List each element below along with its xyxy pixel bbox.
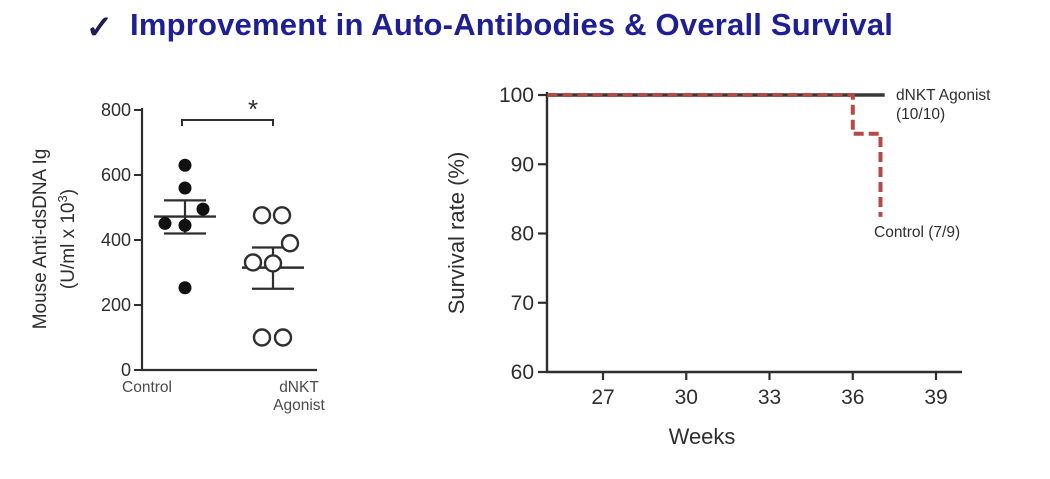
data-point-filled [158,216,172,230]
data-point-open [252,328,272,347]
data-point-open [272,206,292,225]
y-axis-label-line2: (U/ml x 103) [55,189,79,289]
data-point-open [263,254,283,273]
y-tick-label: 80 [511,223,534,246]
data-point-open [273,328,293,347]
group-label: dNKT [279,379,319,396]
series-label-dnkt: dNKT Agonist [896,87,991,104]
y-tick-label: 70 [511,292,534,315]
data-point-filled [178,281,192,295]
data-point-open [280,234,300,253]
series-label-dnkt-count: (10/10) [896,106,945,123]
y-tick-label: 400 [101,230,131,250]
significance-asterisk: * [248,94,258,124]
group-label: Control [122,379,172,396]
data-point-filled [178,158,192,172]
slide-title: Improvement in Auto-Antibodies & Overall… [130,7,894,42]
y-tick-label: 800 [101,100,131,120]
group-label: Agonist [273,397,325,414]
x-tick-label: 36 [841,386,864,409]
y-tick-label: 0 [121,360,131,380]
data-point-open [252,206,272,225]
series-label-control: Control (7/9) [874,224,960,241]
data-point-filled [196,202,210,216]
checkmark-icon: ✓ [86,9,113,45]
y-tick-label: 90 [511,153,534,176]
survival-line-control [547,93,883,217]
data-point-open [243,253,263,272]
y-tick-label: 200 [101,295,131,315]
y-tick-label: 600 [101,165,131,185]
x-tick-label: 30 [675,386,698,409]
slide-title-row: ✓ Improvement in Auto-Antibodies & Overa… [0,0,1050,60]
y-axis-label-line1: Mouse Anti-dsDNA Ig [30,149,51,330]
y-axis-label: Survival rate (%) [444,152,469,315]
y-tick-label: 100 [499,84,534,107]
y-tick-label: 60 [511,361,534,384]
x-axis-label: Weeks [669,424,736,449]
x-tick-label: 33 [758,386,781,409]
x-tick-label: 39 [924,386,947,409]
survival-chart: 60 70 80 90 100 27 30 33 36 39 dNKT Agonist (10/10)… [444,84,991,449]
x-tick-label: 27 [591,386,614,409]
significance-bracket [181,119,274,126]
data-point-filled [178,218,192,232]
data-point-filled [178,181,192,195]
